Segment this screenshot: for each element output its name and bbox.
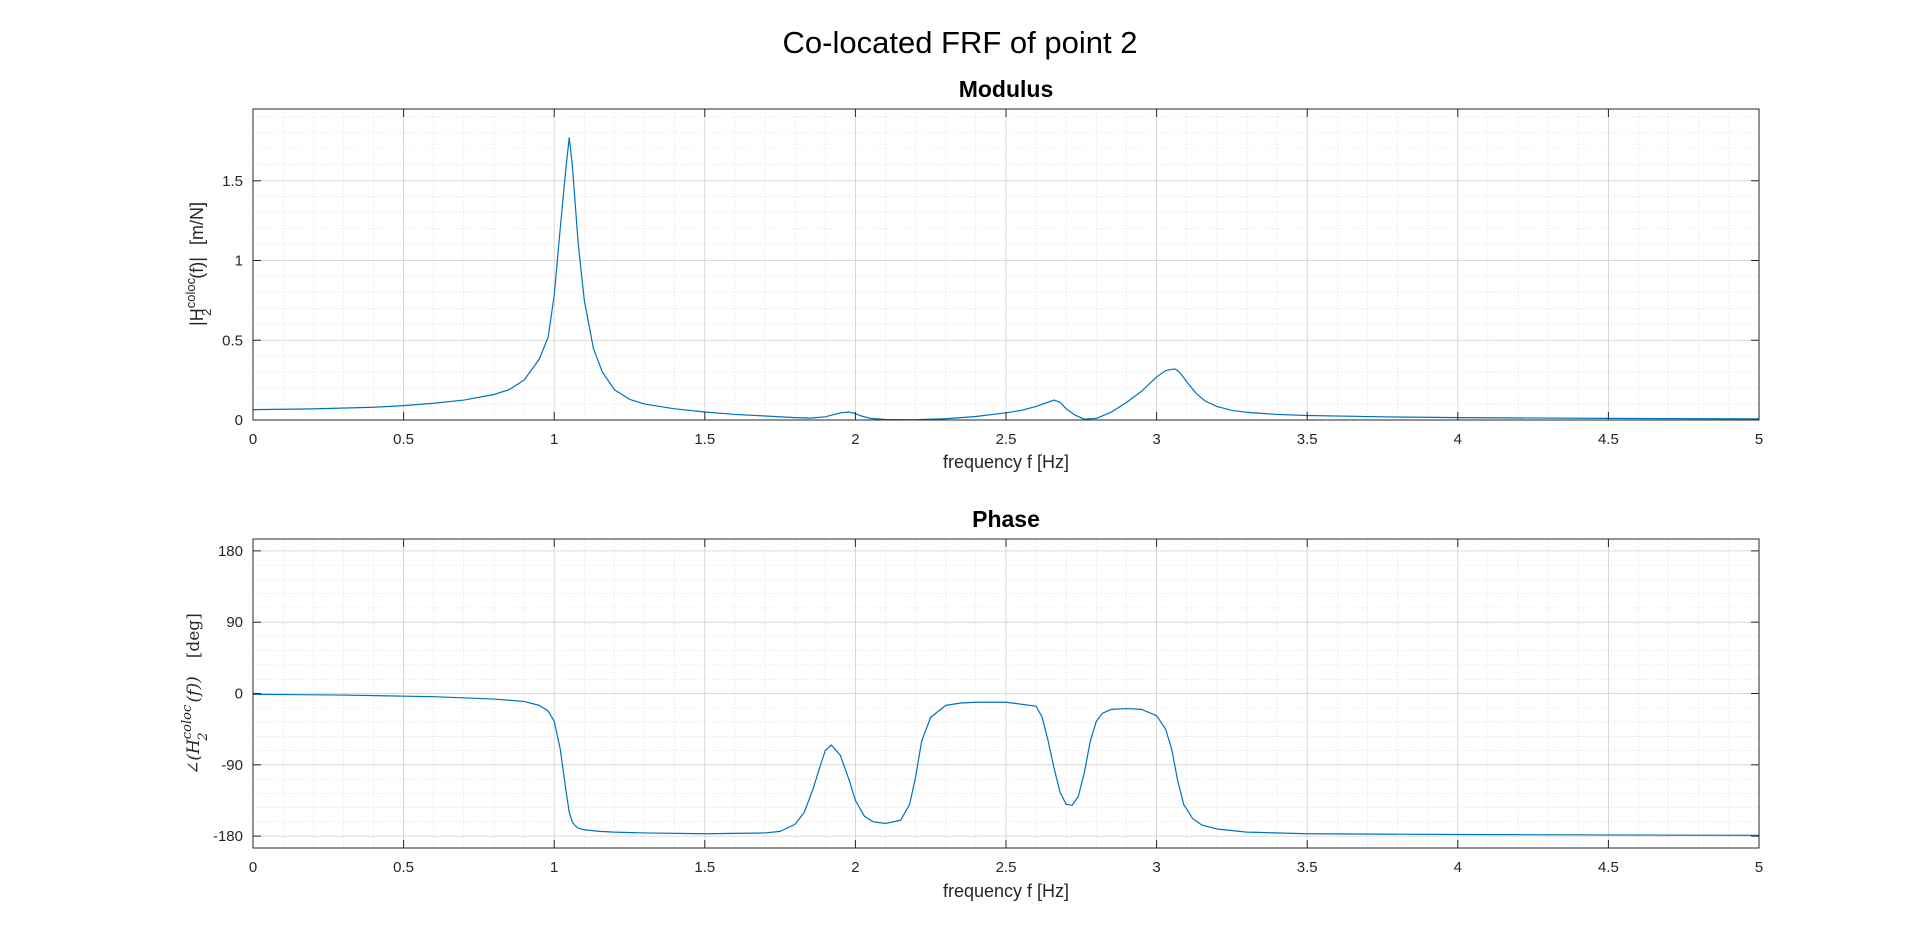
phase-series-line-0 bbox=[252, 693, 1760, 836]
modulus-y-label-sub: 2 bbox=[199, 309, 214, 316]
phase-x-tick-labels: 0 0.5 1 1.5 2 2.5 3 3.5 4 4.5 5 bbox=[249, 859, 1763, 876]
modulus-x-tick-label: 2.5 bbox=[996, 431, 1017, 448]
modulus-y-tick-label: 0 bbox=[235, 412, 243, 429]
modulus-y-label-unit: [m/N] bbox=[187, 202, 207, 245]
modulus-y-tick-label: 1 bbox=[235, 253, 243, 270]
modulus-tick-marks bbox=[252, 109, 1760, 421]
phase-y-label-unit: [deg] bbox=[184, 613, 204, 658]
modulus-series bbox=[252, 137, 1760, 421]
phase-x-tick-label: 2 bbox=[851, 859, 859, 876]
modulus-x-tick-label: 2 bbox=[851, 431, 859, 448]
modulus-y-label-sup: coloc bbox=[183, 277, 198, 308]
phase-y-tick-label: 90 bbox=[226, 614, 243, 631]
modulus-x-tick-label: 4.5 bbox=[1598, 431, 1619, 448]
phase-title: Phase bbox=[972, 506, 1040, 532]
phase-x-tick-label: 0 bbox=[249, 859, 257, 876]
modulus-y-tick-label: 1.5 bbox=[222, 173, 243, 190]
modulus-axes: 0 0.5 1 1.5 2 2.5 3 3.5 4 4.5 5 0 0.5 1 1.5 Modulus f… bbox=[183, 76, 1763, 472]
modulus-x-axis-label: frequency f [Hz] bbox=[943, 452, 1069, 472]
phase-axes: 0 0.5 1 1.5 2 2.5 3 3.5 4 4.5 5 -180 -90 0 90 180 Phas… bbox=[180, 506, 1763, 901]
phase-x-tick-label: 3.5 bbox=[1297, 859, 1318, 876]
phase-major-grid bbox=[252, 539, 1760, 848]
phase-x-tick-label: 1 bbox=[550, 859, 558, 876]
phase-x-tick-label: 5 bbox=[1755, 859, 1763, 876]
modulus-x-tick-label: 3.5 bbox=[1297, 431, 1318, 448]
modulus-x-tick-label: 4 bbox=[1454, 431, 1462, 448]
phase-x-axis-label: frequency f [Hz] bbox=[943, 881, 1069, 901]
phase-y-label-sub: 2 bbox=[196, 732, 211, 741]
modulus-y-tick-label: 0.5 bbox=[222, 332, 243, 349]
phase-y-label-sup: coloc bbox=[180, 704, 195, 739]
phase-series bbox=[252, 693, 1760, 836]
phase-y-tick-label: 180 bbox=[218, 543, 243, 560]
phase-x-tick-label: 2.5 bbox=[996, 859, 1017, 876]
phase-y-tick-labels: -180 -90 0 90 180 bbox=[213, 543, 243, 845]
phase-x-tick-label: 3 bbox=[1152, 859, 1160, 876]
modulus-x-tick-label: 0.5 bbox=[393, 431, 414, 448]
modulus-y-label-post: (f)| bbox=[187, 257, 207, 279]
modulus-y-tick-labels: 0 0.5 1 1.5 bbox=[222, 173, 243, 429]
modulus-x-tick-labels: 0 0.5 1 1.5 2 2.5 3 3.5 4 4.5 5 bbox=[249, 431, 1763, 448]
phase-x-tick-label: 4 bbox=[1454, 859, 1462, 876]
modulus-series-line-0 bbox=[252, 137, 1760, 421]
modulus-x-tick-label: 0 bbox=[249, 431, 257, 448]
phase-y-tick-label: -180 bbox=[213, 828, 243, 845]
modulus-x-tick-label: 3 bbox=[1152, 431, 1160, 448]
phase-y-axis-label: ∠(Hcoloc2 (f)) [deg] bbox=[180, 613, 211, 775]
modulus-y-label-pre: |H bbox=[187, 308, 207, 326]
figure-suptitle: Co-located FRF of point 2 bbox=[783, 25, 1138, 60]
phase-x-tick-label: 1.5 bbox=[694, 859, 715, 876]
modulus-y-axis-label: |Hcoloc2 (f)| [m/N] bbox=[183, 202, 214, 326]
modulus-title: Modulus bbox=[959, 76, 1054, 102]
modulus-x-tick-label: 1.5 bbox=[694, 431, 715, 448]
phase-x-tick-label: 0.5 bbox=[393, 859, 414, 876]
phase-tick-marks bbox=[252, 539, 1760, 848]
phase-y-tick-label: 0 bbox=[235, 686, 243, 703]
phase-y-label-pre: ∠(H bbox=[184, 738, 204, 775]
modulus-x-tick-label: 5 bbox=[1755, 431, 1763, 448]
modulus-x-tick-label: 1 bbox=[550, 431, 558, 448]
phase-x-tick-label: 4.5 bbox=[1598, 859, 1619, 876]
phase-y-tick-label: -90 bbox=[221, 757, 243, 774]
phase-y-label-post: (f)) bbox=[184, 676, 204, 702]
